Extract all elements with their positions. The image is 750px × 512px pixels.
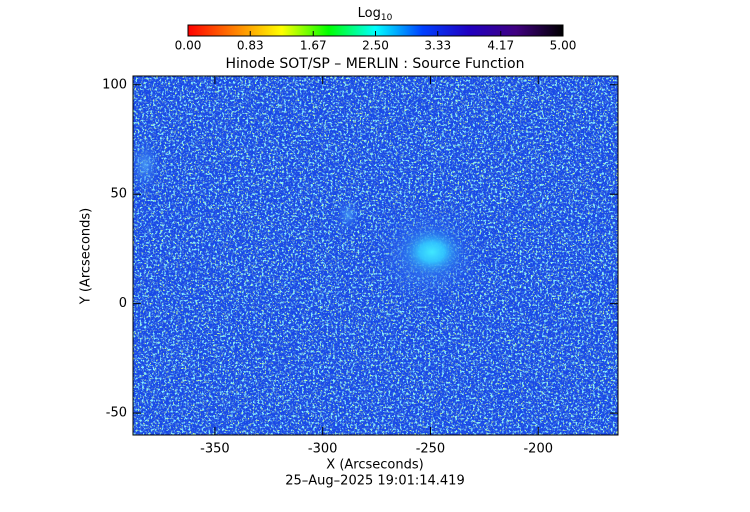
colorbar-tick-label: 5.00 (550, 39, 577, 53)
x-tick-label: -350 (200, 442, 230, 457)
colorbar-label-text: Log (358, 6, 381, 21)
x-tick-label: -250 (416, 442, 446, 457)
y-tick-label: -50 (106, 406, 127, 421)
footer-timestamp: 25–Aug–2025 19:01:14.419 (285, 474, 464, 489)
x-tick-label: -300 (308, 442, 338, 457)
colorbar-tick-label: 3.33 (424, 39, 451, 53)
colorbar-tick-label: 2.50 (362, 39, 389, 53)
colorbar-label-subscript: 10 (381, 13, 393, 23)
y-tick-label: 100 (102, 77, 127, 92)
colorbar-tick-label: 0.00 (175, 39, 202, 53)
chart-title: Hinode SOT/SP – MERLIN : Source Function (226, 56, 525, 72)
colorbar-tick-label: 1.67 (300, 39, 327, 53)
x-tick-label: -200 (523, 442, 553, 457)
y-tick-label: 0 (119, 296, 127, 311)
colorbar-label: Log10 (358, 6, 393, 23)
solar-image (133, 76, 618, 435)
y-axis-label: Y (Arcseconds) (79, 208, 94, 305)
x-axis-label: X (Arcseconds) (326, 458, 423, 473)
plot-frame (132, 75, 619, 436)
colorbar-tick-label: 4.17 (487, 39, 514, 53)
y-tick-label: 50 (110, 187, 127, 202)
colorbar-tick-label: 0.83 (237, 39, 264, 53)
